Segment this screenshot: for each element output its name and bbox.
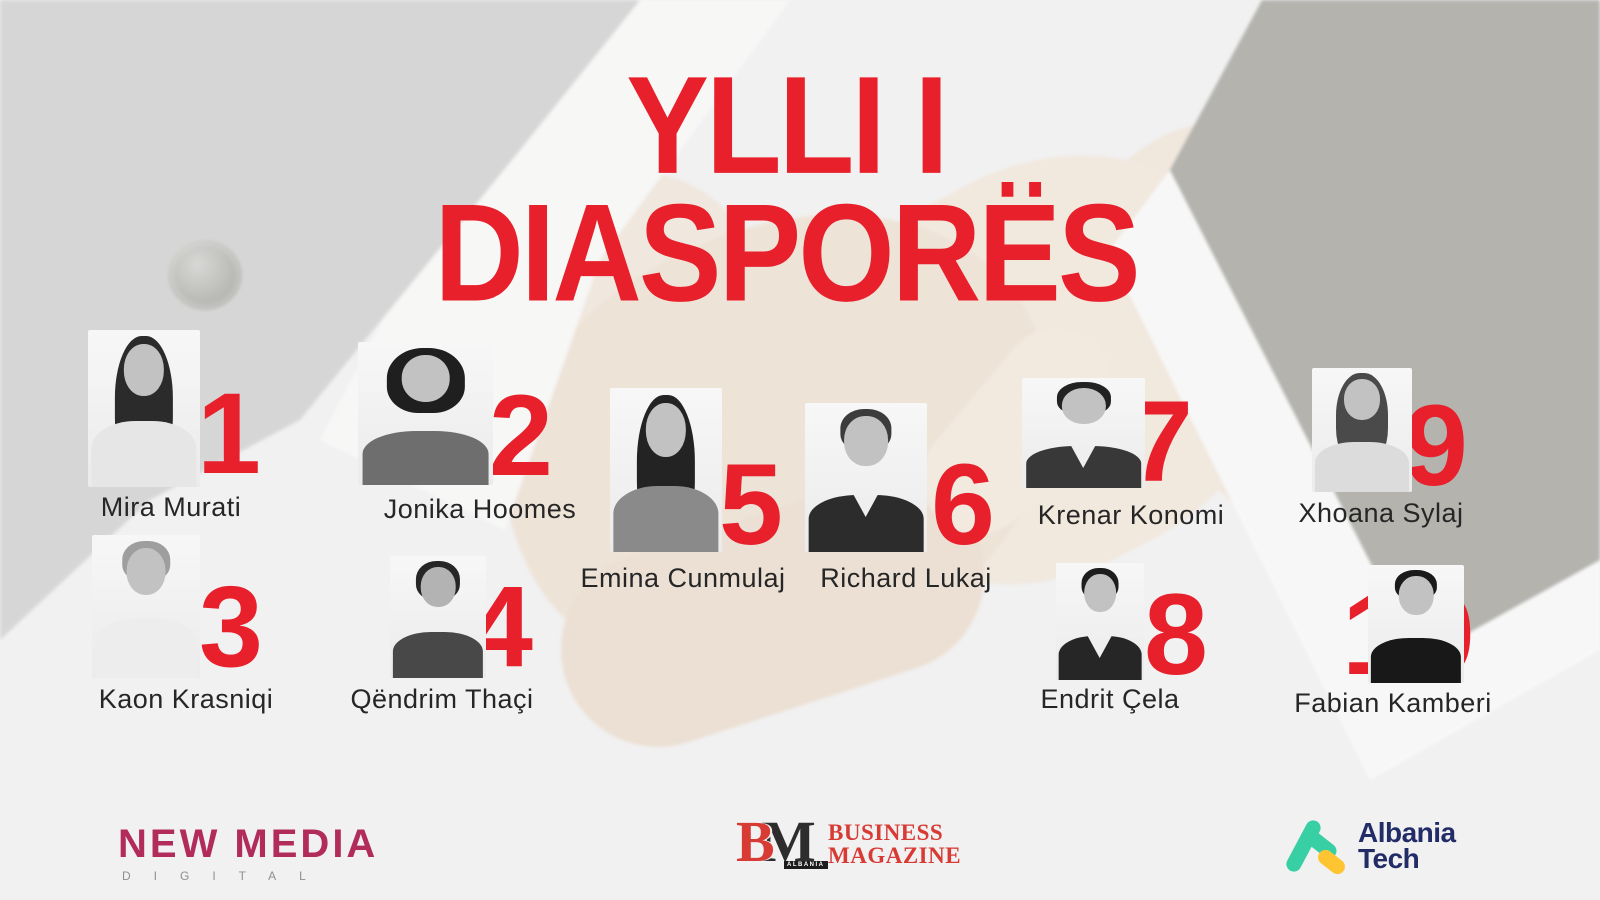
person-photo-xhoana-sylaj xyxy=(1312,368,1412,492)
torso-shape xyxy=(392,631,484,678)
business-magazine-wordmark: BUSINESS MAGAZINE xyxy=(828,819,962,868)
business-magazine-line1: BUSINESS xyxy=(828,819,944,845)
person-name-8: Endrit Çela xyxy=(1040,684,1180,714)
sleeve-button-shape xyxy=(168,240,242,310)
albania-tech-wordmark: Albania Tech xyxy=(1358,817,1456,874)
person-name-5: Emina Cunmulaj xyxy=(580,563,786,593)
torso-shape xyxy=(1025,446,1142,488)
albania-tech-mark-icon xyxy=(1283,817,1348,878)
bm-monogram-icon: B M ALBANIA xyxy=(736,813,828,871)
albania-tech-line2: Tech xyxy=(1358,843,1420,874)
person-photo-mira-murati xyxy=(88,330,200,487)
face-shape xyxy=(123,344,165,396)
torso-shape xyxy=(362,430,489,485)
albania-tech-line1: Albania xyxy=(1358,817,1456,849)
torso-shape xyxy=(1315,442,1409,492)
albania-tech-logo: Albania Tech xyxy=(1283,817,1456,878)
new-media-wordmark: NEW MEDIA xyxy=(118,822,379,866)
person-photo-endrit-cela xyxy=(1056,563,1144,680)
face-shape xyxy=(645,402,687,457)
person-name-4: Qëndrim Thaçi xyxy=(350,684,534,714)
new-media-digital-logo: NEW MEDIA DIGITAL xyxy=(118,824,378,883)
bm-letter-b: B xyxy=(736,809,775,874)
torso-shape xyxy=(91,421,197,487)
torso-shape xyxy=(808,495,924,552)
torso-shape xyxy=(1370,638,1462,683)
person-name-1: Mira Murati xyxy=(100,492,242,522)
person-name-6: Richard Lukaj xyxy=(820,563,992,593)
torso-shape xyxy=(613,486,719,552)
person-photo-richard-lukaj xyxy=(805,403,927,552)
torso-shape xyxy=(95,617,197,678)
poster-title: YLLI I DIASPORËS xyxy=(0,48,1572,331)
new-media-tagline: DIGITAL xyxy=(122,869,329,883)
face-shape xyxy=(126,547,166,596)
person-name-10: Fabian Kamberi xyxy=(1294,688,1492,718)
person-photo-qendrim-thaci xyxy=(390,556,486,678)
person-photo-krenar-konomi xyxy=(1022,378,1145,488)
person-photo-kaon-krasniqi xyxy=(92,535,200,678)
person-photo-fabian-kamberi xyxy=(1368,565,1464,683)
person-name-9: Xhoana Sylaj xyxy=(1298,498,1464,528)
business-magazine-line2: MAGAZINE xyxy=(828,843,962,868)
business-magazine-logo: B M ALBANIA BUSINESS MAGAZINE xyxy=(736,813,962,871)
face-shape xyxy=(1344,379,1380,421)
person-photo-emina-cunmulaj xyxy=(610,388,722,552)
face-shape xyxy=(1398,575,1434,615)
person-name-3: Kaon Krasniqi xyxy=(98,684,274,714)
face-shape xyxy=(1084,573,1116,613)
person-name-2: Jonika Hoomes xyxy=(383,494,577,524)
bm-albania-tag: ALBANIA xyxy=(784,861,828,869)
title-line1: YLLI I xyxy=(626,48,949,204)
torso-shape xyxy=(1058,635,1142,680)
title-line2: DIASPORËS xyxy=(434,176,1140,331)
face-shape xyxy=(1061,387,1106,425)
face-shape xyxy=(401,354,450,403)
face-shape xyxy=(420,566,456,608)
face-shape xyxy=(844,416,888,466)
person-photo-jonika-hoomes xyxy=(358,342,493,485)
bm-letter-m: M xyxy=(761,809,816,874)
person-name-7: Krenar Konomi xyxy=(1037,500,1225,530)
